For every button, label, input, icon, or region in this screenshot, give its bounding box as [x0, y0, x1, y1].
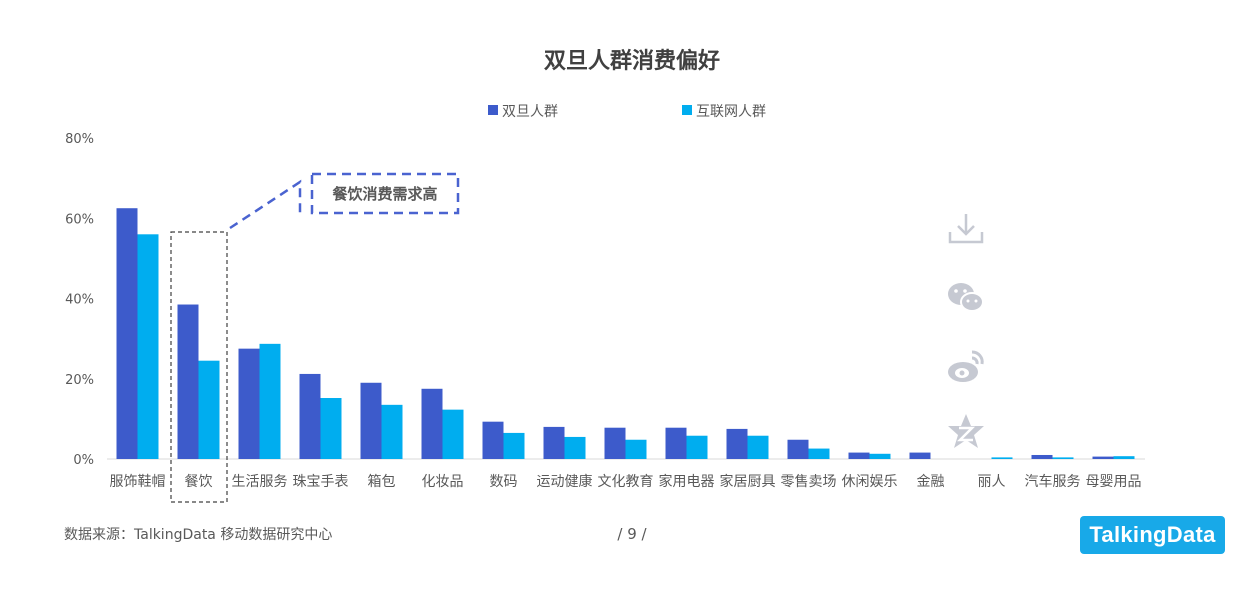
bar-series-2 [625, 439, 647, 459]
x-tick-label: 文化教育 [598, 474, 654, 490]
bar-series-1 [848, 452, 870, 459]
x-tick-label: 休闲娱乐 [842, 474, 898, 490]
page-number: / 9 / [617, 525, 647, 543]
x-tick-label: 运动健康 [537, 473, 593, 490]
annotation-connector [229, 179, 302, 230]
bar-series-2 [381, 404, 403, 459]
x-tick-label: 汽车服务 [1025, 473, 1081, 490]
x-tick-label: 化妆品 [422, 474, 464, 490]
bars [116, 208, 1135, 459]
bar-series-2 [1113, 456, 1135, 459]
talkingdata-logo: TalkingData [1080, 516, 1225, 554]
x-tick-label: 家用电器 [659, 473, 715, 490]
bar-series-1 [543, 426, 565, 459]
bar-series-1 [1031, 454, 1053, 459]
annotation: 餐饮消费需求高 [170, 172, 460, 503]
bar-series-1 [604, 427, 626, 459]
bar-series-1 [482, 421, 504, 459]
bar-series-1 [299, 373, 321, 459]
bar-series-2 [320, 398, 342, 459]
qzone-icon[interactable] [944, 410, 988, 454]
highlight-box [170, 231, 228, 503]
x-tick-label: 数码 [490, 474, 518, 490]
annotation-box [310, 172, 460, 215]
y-tick-label: 20% [65, 373, 94, 388]
x-tick-label: 珠宝手表 [293, 474, 349, 490]
bar-series-1 [787, 439, 809, 459]
bar-series-2 [259, 343, 281, 459]
x-tick-label: 服饰鞋帽 [110, 474, 166, 490]
bar-series-1 [1092, 456, 1114, 459]
bar-series-1 [238, 348, 260, 459]
wechat-icon[interactable] [944, 276, 988, 320]
bar-series-1 [116, 208, 138, 459]
legend-swatch-series-2 [682, 105, 692, 115]
bar-series-1 [726, 428, 748, 459]
x-tick-label: 零售卖场 [781, 474, 837, 490]
bar-series-1 [360, 382, 382, 459]
legend: 双旦人群 互联网人群 [488, 104, 766, 120]
legend-swatch-series-1 [488, 105, 498, 115]
x-tick-label: 餐饮 [185, 474, 213, 490]
y-tick-label: 0% [73, 453, 94, 468]
chart-title: 双旦人群消费偏好 [544, 48, 720, 74]
bar-series-2 [869, 453, 891, 459]
x-axis: 服饰鞋帽 餐饮 生活服务 珠宝手表 箱包 化妆品 数码 运动健康 文化教育 家用电器 家居厨具 零售卖… [110, 473, 1142, 490]
bar-series-2 [1052, 457, 1074, 459]
bar-series-2 [137, 234, 159, 459]
y-tick-label: 60% [65, 212, 94, 227]
x-tick-label: 金融 [917, 474, 945, 490]
y-tick-label: 80% [65, 132, 94, 147]
annotation-text: 餐饮消费需求高 [332, 185, 437, 203]
bar-series-2 [564, 436, 586, 459]
bar-series-1 [909, 452, 931, 459]
bar-series-2 [808, 448, 830, 459]
x-tick-label: 箱包 [368, 474, 396, 490]
bar-series-1 [665, 427, 687, 459]
bar-series-1 [421, 388, 443, 459]
y-tick-label: 40% [65, 293, 94, 308]
weibo-icon[interactable] [944, 344, 988, 388]
bar-series-1 [177, 304, 199, 459]
y-axis: 0% 20% 40% 60% 80% [65, 132, 94, 468]
x-tick-label: 生活服务 [232, 474, 288, 490]
legend-label-series-2: 互联网人群 [696, 104, 766, 120]
x-tick-label: 丽人 [978, 474, 1006, 490]
download-icon[interactable] [944, 208, 988, 252]
bar-series-2 [686, 435, 708, 459]
bar-series-2 [991, 457, 1013, 459]
data-source-label: 数据来源：TalkingData 移动数据研究中心 [64, 527, 332, 543]
x-tick-label: 母婴用品 [1086, 474, 1142, 490]
bar-series-2 [747, 435, 769, 459]
bar-series-2 [198, 360, 220, 459]
x-tick-label: 家居厨具 [720, 473, 776, 490]
bar-series-2 [442, 409, 464, 459]
legend-label-series-1: 双旦人群 [502, 104, 558, 120]
bar-series-2 [503, 432, 525, 459]
